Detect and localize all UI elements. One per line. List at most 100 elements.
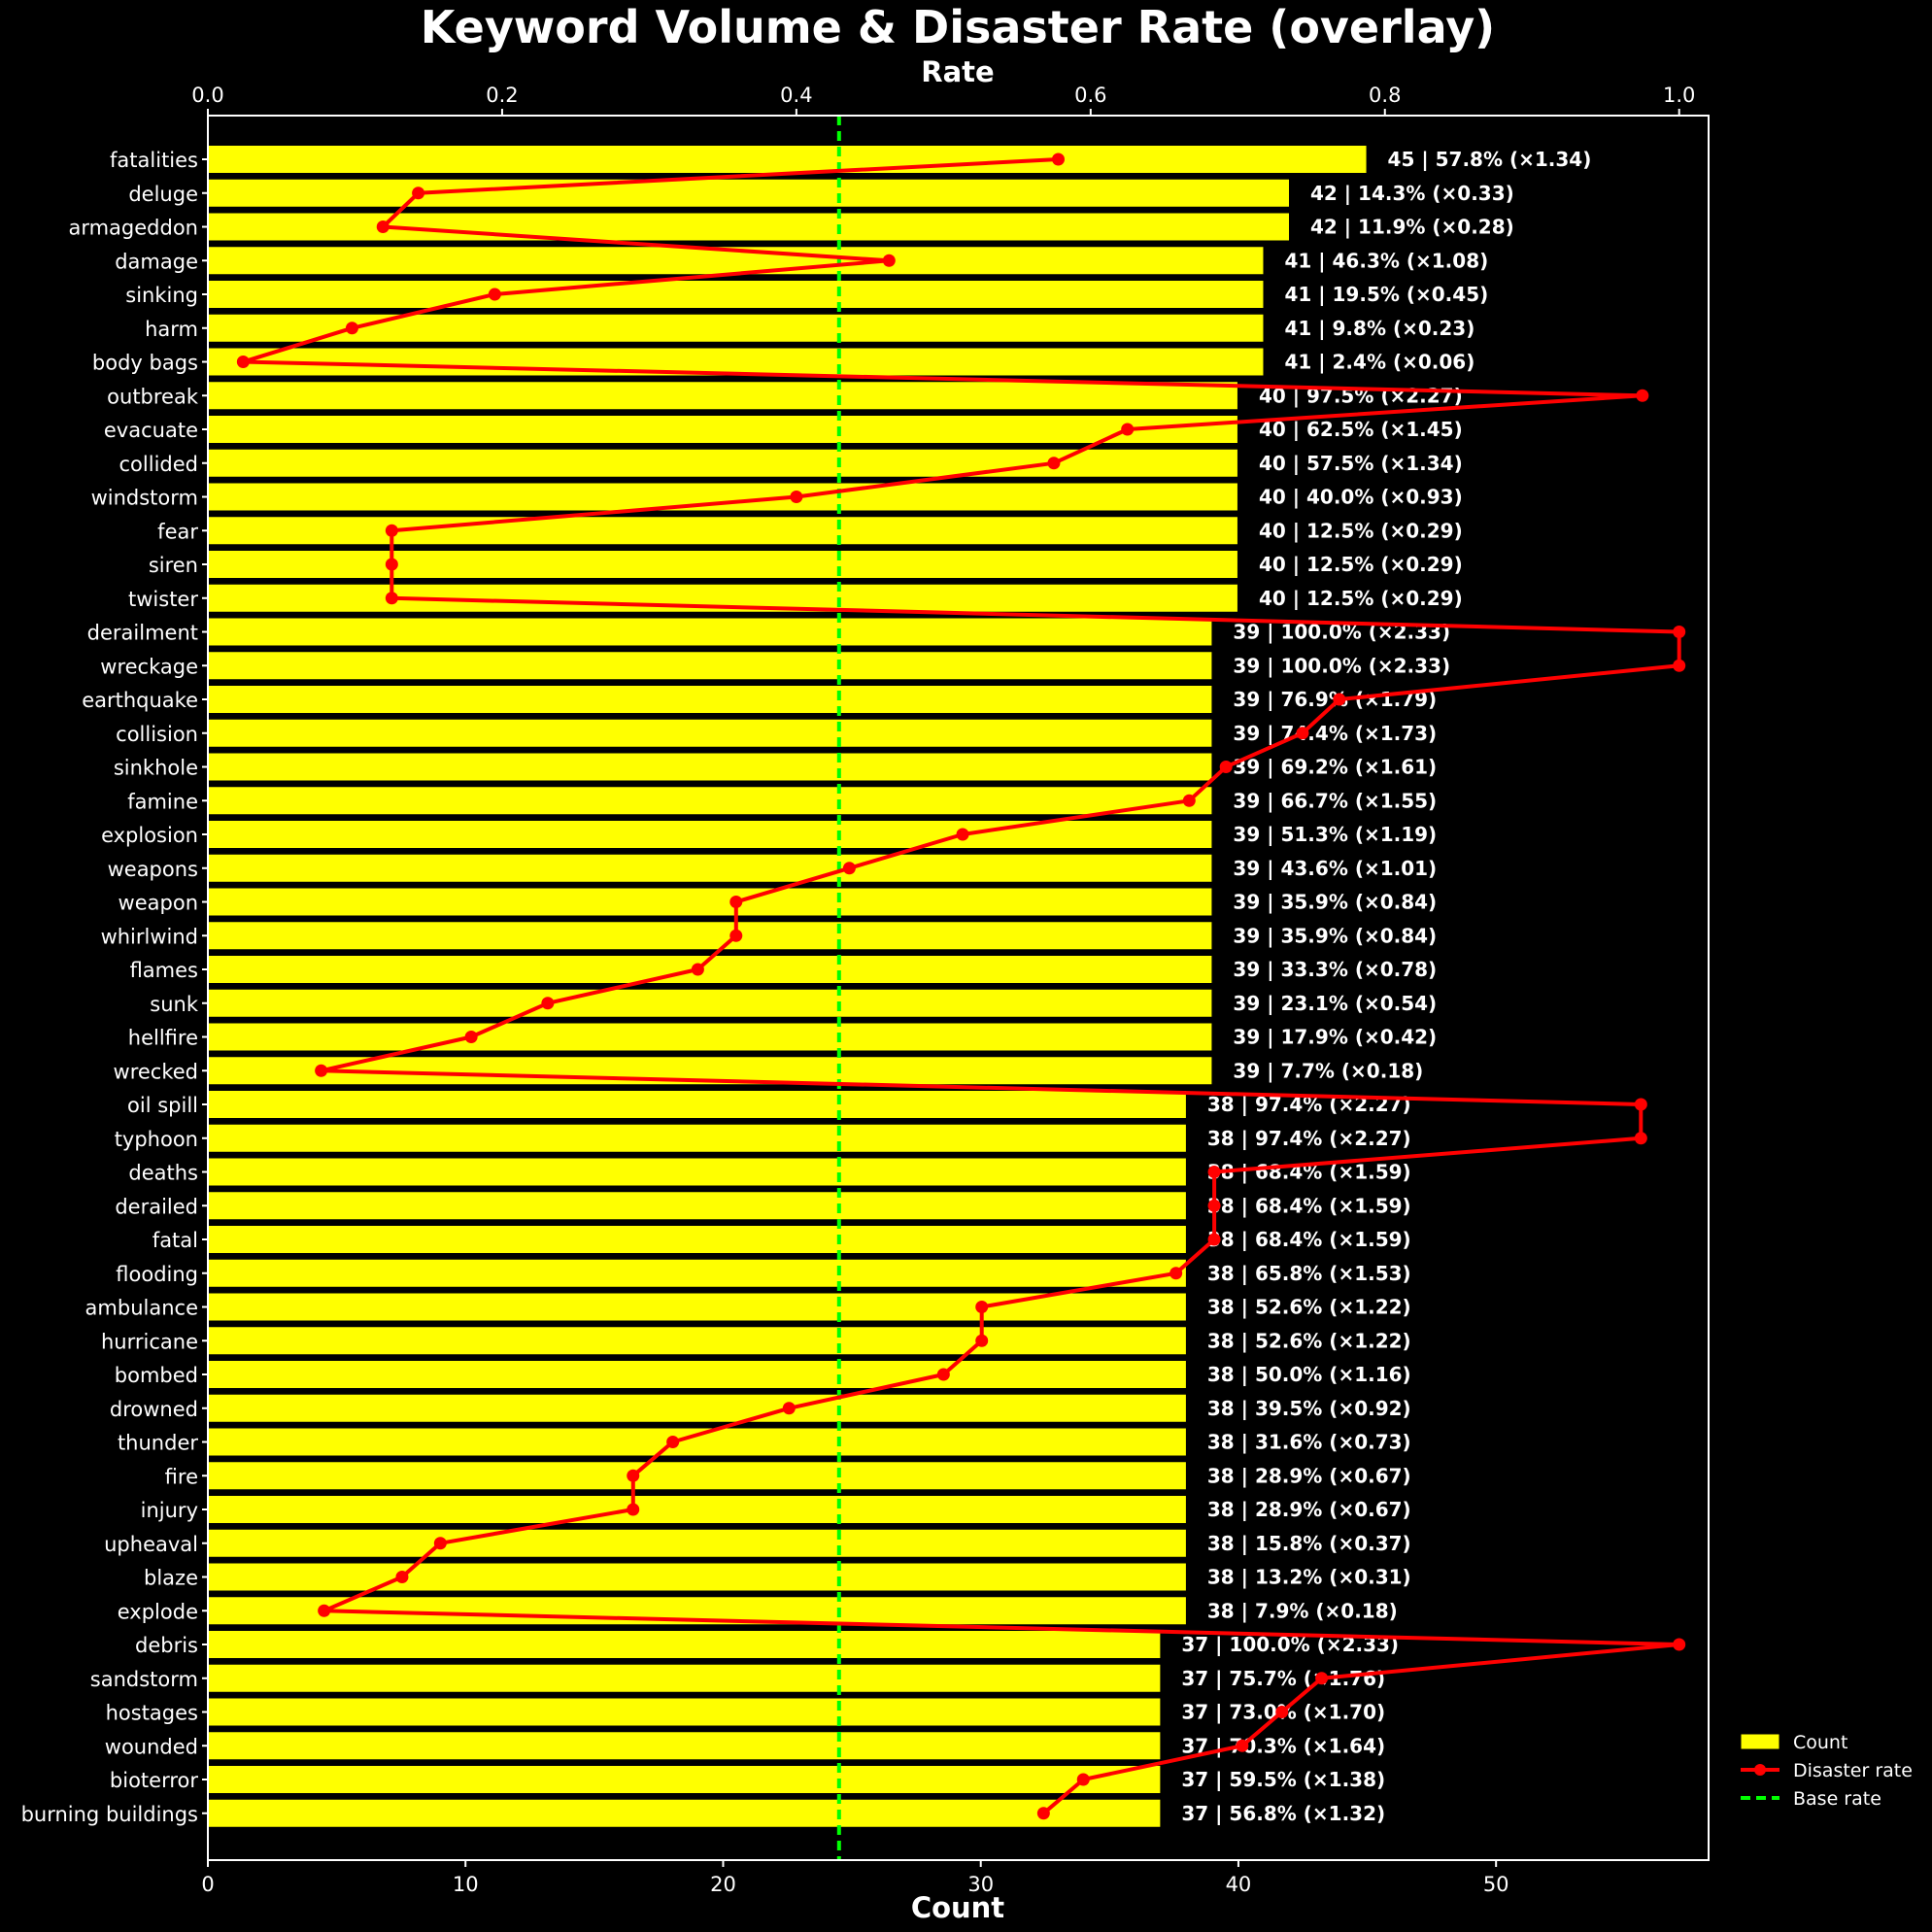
- bar: [207, 920, 1214, 952]
- legend: Count Disaster rate Base rate: [1740, 1732, 1913, 1810]
- category-label: deluge: [128, 183, 198, 206]
- bar: [207, 717, 1214, 749]
- bar-label: 40 | 62.5% (×1.45): [1259, 418, 1463, 441]
- disaster-rate-point: [729, 929, 743, 942]
- legend-swatch-count: [1740, 1733, 1780, 1750]
- x-tick-label: 10: [453, 1873, 479, 1896]
- category-label: hellfire: [128, 1027, 198, 1050]
- disaster-rate-point: [1052, 153, 1065, 166]
- disaster-rate-point: [236, 356, 250, 368]
- bar: [207, 650, 1214, 682]
- bar: [207, 1527, 1188, 1559]
- disaster-rate-point: [1236, 1739, 1249, 1752]
- disaster-rate-point: [782, 1402, 796, 1415]
- bar-label: 38 | 28.9% (×0.67): [1207, 1464, 1411, 1487]
- disaster-rate-point: [376, 220, 390, 233]
- disaster-rate-point: [1121, 423, 1135, 436]
- top-x-tick-label: 0.4: [780, 84, 812, 107]
- legend-label-count: Count: [1793, 1732, 1847, 1753]
- bar-label: 38 | 39.5% (×0.92): [1207, 1397, 1411, 1420]
- category-label: hurricane: [101, 1330, 198, 1353]
- bar: [207, 684, 1214, 715]
- category-label: fatal: [153, 1229, 198, 1252]
- disaster-rate-point: [627, 1469, 640, 1482]
- bar-label: 38 | 68.4% (×1.59): [1207, 1194, 1411, 1217]
- bar-label: 40 | 57.5% (×1.34): [1259, 452, 1463, 475]
- bar-label: 40 | 40.0% (×0.93): [1259, 486, 1463, 509]
- category-label: sandstorm: [90, 1668, 198, 1691]
- bar: [207, 1359, 1188, 1390]
- bar: [207, 819, 1214, 850]
- x-axis-title: Count: [911, 1891, 1004, 1924]
- bar: [207, 1662, 1163, 1694]
- disaster-rate-point: [315, 1064, 328, 1077]
- legend-label-base: Base rate: [1793, 1788, 1881, 1810]
- category-label: typhoon: [115, 1128, 198, 1151]
- bar-label: 39 | 35.9% (×0.84): [1233, 924, 1437, 947]
- category-label: upheaval: [104, 1533, 198, 1556]
- category-label: derailment: [87, 622, 198, 645]
- bar: [207, 1257, 1188, 1289]
- disaster-rate-point: [488, 288, 501, 301]
- x-tick-label: 50: [1483, 1873, 1509, 1896]
- category-label: fire: [165, 1465, 198, 1488]
- category-label: harm: [145, 318, 198, 341]
- bar-label: 38 | 31.6% (×0.73): [1207, 1431, 1411, 1454]
- category-label: deaths: [128, 1162, 198, 1185]
- category-label: wounded: [105, 1735, 198, 1758]
- x-tick-label: 20: [710, 1873, 736, 1896]
- legend-marker-rate: [1754, 1764, 1766, 1776]
- bar-label: 39 | 51.3% (×1.19): [1233, 823, 1437, 846]
- bar: [207, 1291, 1188, 1323]
- category-label: windstorm: [91, 487, 198, 510]
- bar: [207, 1392, 1188, 1424]
- category-label: weapons: [108, 858, 198, 881]
- bar-label: 39 | 43.6% (×1.01): [1233, 857, 1437, 880]
- disaster-rate-point: [627, 1503, 640, 1516]
- bar: [207, 1224, 1188, 1255]
- top-x-tick-label: 1.0: [1663, 84, 1695, 107]
- category-label: bioterror: [110, 1769, 198, 1792]
- bar-label: 39 | 7.7% (×0.18): [1233, 1059, 1423, 1082]
- bar-label: 38 | 7.9% (×0.18): [1207, 1599, 1398, 1622]
- bar: [207, 279, 1266, 310]
- category-label: flooding: [116, 1263, 198, 1286]
- disaster-rate-point: [1673, 1638, 1686, 1651]
- bar-label: 45 | 57.8% (×1.34): [1388, 148, 1592, 171]
- category-label: derailed: [115, 1195, 198, 1218]
- category-label: sunk: [150, 993, 199, 1016]
- disaster-rate-point: [975, 1301, 989, 1313]
- bar: [207, 549, 1239, 580]
- bar-label: 40 | 12.5% (×0.29): [1259, 587, 1463, 610]
- bar-label: 38 | 28.9% (×0.67): [1207, 1498, 1411, 1521]
- bar: [207, 1021, 1214, 1053]
- category-label: explode: [118, 1600, 198, 1623]
- disaster-rate-point: [1182, 794, 1196, 807]
- bar-label: 40 | 12.5% (×0.29): [1259, 553, 1463, 576]
- bar: [207, 1122, 1188, 1154]
- disaster-rate-point: [1047, 457, 1061, 470]
- bar-label: 42 | 14.3% (×0.33): [1310, 182, 1514, 205]
- disaster-rate-point: [1036, 1807, 1050, 1820]
- disaster-rate-point: [1333, 693, 1346, 706]
- category-label: collision: [116, 723, 198, 746]
- bar-label: 39 | 66.7% (×1.55): [1233, 789, 1437, 812]
- bar-label: 39 | 17.9% (×0.42): [1233, 1026, 1437, 1049]
- plot-area: 45 | 57.8% (×1.34) 42 | 14.3% (×0.33) 42 |…: [207, 116, 1686, 1860]
- category-label: sinkhole: [114, 757, 198, 780]
- category-label: weapon: [119, 892, 198, 915]
- category-label: wreckage: [100, 655, 198, 678]
- category-label: fear: [157, 520, 198, 543]
- disaster-rate-point: [1636, 389, 1649, 402]
- disaster-rate-point: [842, 862, 856, 875]
- category-label: body bags: [92, 352, 198, 375]
- category-label: drowned: [110, 1398, 198, 1421]
- bar: [207, 1730, 1163, 1762]
- bar-label: 39 | 33.3% (×0.78): [1233, 958, 1437, 981]
- bar: [207, 380, 1239, 412]
- x-tick-label: 30: [967, 1873, 994, 1896]
- bar: [207, 751, 1214, 783]
- disaster-rate-point: [464, 1031, 478, 1043]
- bar-label: 38 | 65.8% (×1.53): [1207, 1262, 1411, 1285]
- disaster-rate-point: [956, 828, 969, 841]
